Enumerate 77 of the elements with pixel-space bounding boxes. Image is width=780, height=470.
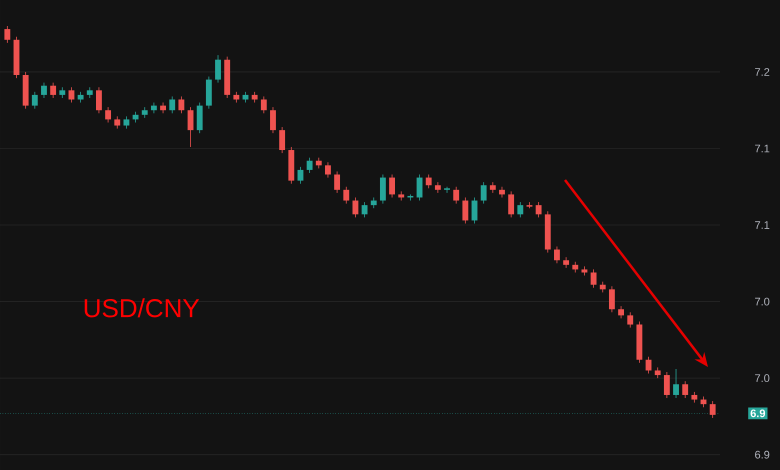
candlestick [380, 174, 386, 204]
candlestick [316, 157, 322, 169]
candlestick [517, 202, 524, 218]
candlestick [252, 91, 258, 103]
candlestick [169, 96, 176, 114]
candlestick [242, 91, 248, 103]
candlestick [389, 174, 395, 198]
candlestick [68, 86, 74, 103]
candlestick [654, 367, 661, 379]
candlestick [434, 182, 441, 194]
candlestick [160, 102, 166, 114]
candlestick [178, 96, 184, 114]
candlestick [407, 194, 414, 201]
candlestick [572, 261, 578, 273]
candlestick [306, 157, 313, 174]
candlestick [700, 396, 706, 408]
candlestick [233, 91, 240, 103]
candlestick [627, 312, 634, 328]
candlestick [536, 202, 542, 218]
candlestick [188, 106, 194, 148]
annotation: USD/CNY [84, 298, 200, 318]
candlestick [710, 400, 716, 418]
candlestick [526, 202, 532, 209]
candlestick [114, 116, 120, 129]
candlestick [86, 86, 93, 98]
y-tick-label: 7.0 [755, 374, 770, 382]
candlestick [105, 106, 112, 123]
y-tick-label: 7.0 [755, 298, 770, 306]
candlestick [472, 197, 478, 224]
candlestick [590, 269, 597, 288]
candlestick [41, 82, 47, 98]
y-tick-label: 7.1 [755, 144, 770, 152]
y-tick-label: 7.2 [755, 68, 770, 76]
candlestick [682, 380, 688, 398]
candlestick [508, 190, 514, 218]
candlestick [334, 171, 340, 194]
candlestick [398, 190, 404, 201]
candlestick [664, 372, 670, 398]
candlestick [96, 86, 102, 114]
candlestick [260, 96, 267, 114]
y-tick-label: 6.9 [755, 450, 770, 459]
candlestick [279, 126, 286, 154]
candlestick [499, 186, 505, 198]
candlestick [673, 368, 679, 398]
candlestick [444, 186, 450, 194]
candlestick [215, 54, 221, 84]
candlestick [132, 111, 139, 123]
candlestick [78, 91, 84, 103]
candlestick [270, 106, 276, 134]
candlestick [554, 246, 560, 264]
candlestick [352, 197, 358, 218]
candlestick [618, 306, 624, 319]
candlestick [343, 186, 350, 204]
candlestick [490, 182, 496, 194]
candlestick [453, 186, 460, 204]
candlestick [582, 266, 588, 276]
candlestick [298, 166, 304, 184]
candlestick [563, 256, 570, 268]
candlestick [362, 202, 368, 218]
candlestick [480, 182, 487, 204]
candlestick [123, 116, 130, 129]
candlestick [4, 26, 10, 44]
candlestick [325, 162, 331, 178]
candlestick [50, 82, 56, 98]
candlestick [462, 197, 468, 224]
candlestick [646, 356, 652, 374]
candlestick [370, 197, 377, 209]
candlestick [426, 174, 432, 189]
candlestick [32, 91, 38, 110]
candlestick [142, 106, 148, 118]
y-tick-label: 7.1 [755, 221, 770, 229]
candlestick [150, 102, 157, 114]
candlestick [608, 286, 615, 313]
candlestick [59, 86, 66, 98]
candlestick [600, 281, 606, 293]
candlestick [691, 392, 698, 404]
candlestick [416, 174, 422, 201]
